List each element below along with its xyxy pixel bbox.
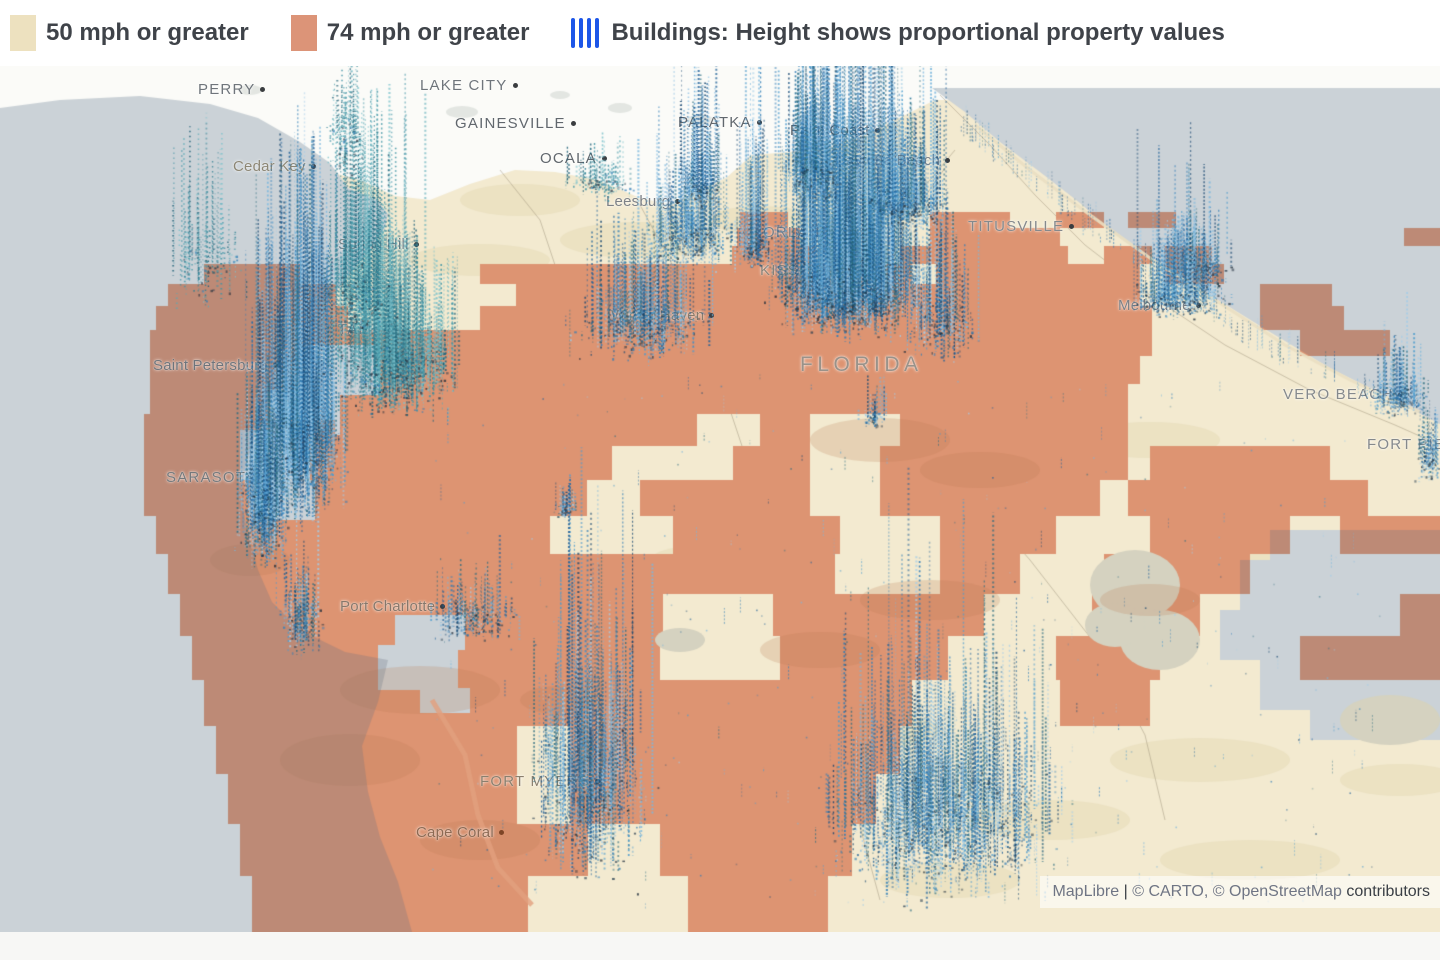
attribution-link-openstreetmap[interactable]: © OpenStreetMap bbox=[1212, 882, 1342, 900]
attribution-link-carto[interactable]: © CARTO, bbox=[1132, 882, 1209, 900]
legend-label-buildings: Buildings: Height shows proportional pro… bbox=[611, 19, 1225, 46]
attribution-text: | bbox=[1119, 882, 1133, 900]
legend-item-buildings: Buildings: Height shows proportional pro… bbox=[571, 18, 1225, 48]
legend: 50 mph or greater 74 mph or greater Buil… bbox=[0, 0, 1440, 66]
legend-item-74mph: 74 mph or greater bbox=[290, 15, 530, 51]
legend-item-50mph: 50 mph or greater bbox=[10, 15, 249, 51]
legend-swatch-50mph-icon bbox=[10, 15, 36, 51]
legend-label-74mph: 74 mph or greater bbox=[326, 19, 530, 46]
legend-label-50mph: 50 mph or greater bbox=[46, 19, 249, 46]
buildings-bars-icon bbox=[571, 18, 600, 48]
page-bottom-strip bbox=[0, 932, 1440, 960]
map-attribution: MapLibre | © CARTO, © OpenStreetMap cont… bbox=[1040, 875, 1440, 908]
attribution-text: contributors bbox=[1341, 882, 1430, 900]
map-viewport[interactable]: PERRY LAKE CITY GAINESVILLE PALATKA Palm Coa… bbox=[0, 66, 1440, 932]
legend-swatch-74mph-icon bbox=[290, 15, 317, 51]
map-canvas-base[interactable] bbox=[0, 66, 1440, 932]
attribution-link-maplibre[interactable]: MapLibre bbox=[1052, 882, 1120, 900]
